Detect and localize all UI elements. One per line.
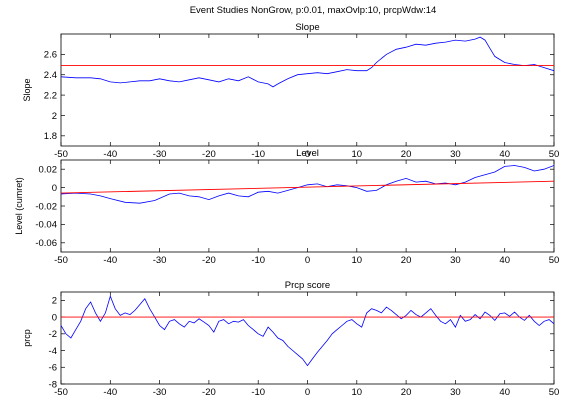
- figure-suptitle: Event Studies NonGrow, p:0.01, maxOvlp:1…: [190, 5, 437, 16]
- x-tick-label: 10: [352, 255, 363, 266]
- subplot-1: Slope Slope -50 -40 -30 -20 -10 0 10 20 30 40 50 1.8 2…: [22, 22, 559, 160]
- y-tick-label: 1.8: [44, 131, 57, 142]
- subplot-2: Level Level (cumret) -50 -40 -30 -20 -10 0 10 20 3…: [14, 148, 559, 266]
- x-tick-label: -30: [153, 387, 167, 398]
- x-tick-label: -10: [251, 387, 265, 398]
- x-tick-label: -30: [153, 255, 167, 266]
- x-tick-label: 40: [499, 387, 510, 398]
- x-tick-label: 30: [450, 255, 461, 266]
- y-axis-label: Level (cumret): [14, 177, 24, 235]
- series-line: [61, 294, 554, 367]
- axes-frame: [60, 159, 555, 253]
- x-tick-label: -20: [202, 255, 216, 266]
- x-tick-label: 0: [305, 149, 310, 160]
- y-tick-label: 2: [52, 296, 57, 307]
- x-tick-label: 0: [305, 255, 310, 266]
- x-tick-label: 20: [401, 255, 412, 266]
- series-line: [61, 165, 554, 204]
- x-tick-label: 30: [450, 387, 461, 398]
- x-tick-label: 0: [305, 387, 310, 398]
- y-axis-label: Slope: [22, 78, 32, 101]
- y-tick-label: -0.02: [35, 201, 57, 212]
- x-tick-label: -30: [153, 149, 167, 160]
- x-tick-label: 40: [499, 255, 510, 266]
- y-tick-label: 2.4: [44, 70, 57, 81]
- x-tick-label: -40: [103, 387, 117, 398]
- x-tick-label: 10: [352, 387, 363, 398]
- x-tick-label: 10: [352, 149, 363, 160]
- x-tick-label: -10: [251, 149, 265, 160]
- x-tick-label: -50: [54, 387, 68, 398]
- x-tick-label: -40: [103, 255, 117, 266]
- y-tick-label: 2.2: [44, 90, 57, 101]
- x-tick-label: 50: [549, 149, 560, 160]
- subplot-title: Level: [296, 148, 319, 159]
- x-tick-label: -40: [103, 149, 117, 160]
- x-tick-label: 30: [450, 149, 461, 160]
- subplot-title: Slope: [295, 22, 319, 33]
- x-tick-label: -20: [202, 149, 216, 160]
- series-line: [61, 36, 554, 88]
- y-tick-label: -4: [49, 346, 57, 357]
- x-tick-label: -20: [202, 387, 216, 398]
- y-tick-label: 0: [52, 312, 57, 323]
- y-tick-label: -6: [49, 363, 57, 374]
- y-tick-label: -8: [49, 379, 57, 390]
- y-tick-label: 2: [52, 111, 57, 122]
- y-tick-label: -2: [49, 329, 57, 340]
- y-axis-label: prcp: [22, 329, 32, 347]
- x-tick-label: -50: [54, 255, 68, 266]
- axes-frame: [60, 291, 555, 385]
- y-tick-label: 2.6: [44, 50, 57, 61]
- reference-line: [61, 180, 554, 194]
- y-tick-label: -0.04: [35, 220, 57, 231]
- subplot-title: Prcp score: [285, 280, 330, 291]
- x-tick-label: -50: [54, 149, 68, 160]
- x-tick-label: 20: [401, 387, 412, 398]
- x-tick-label: 20: [401, 149, 412, 160]
- y-tick-label: -0.06: [35, 238, 57, 249]
- x-tick-label: 50: [549, 387, 560, 398]
- x-tick-label: 50: [549, 255, 560, 266]
- y-tick-label: 0.02: [39, 165, 58, 176]
- x-tick-label: -10: [251, 255, 265, 266]
- axes-frame: [60, 33, 555, 147]
- x-tick-label: 40: [499, 149, 510, 160]
- y-tick-label: 0: [52, 183, 57, 194]
